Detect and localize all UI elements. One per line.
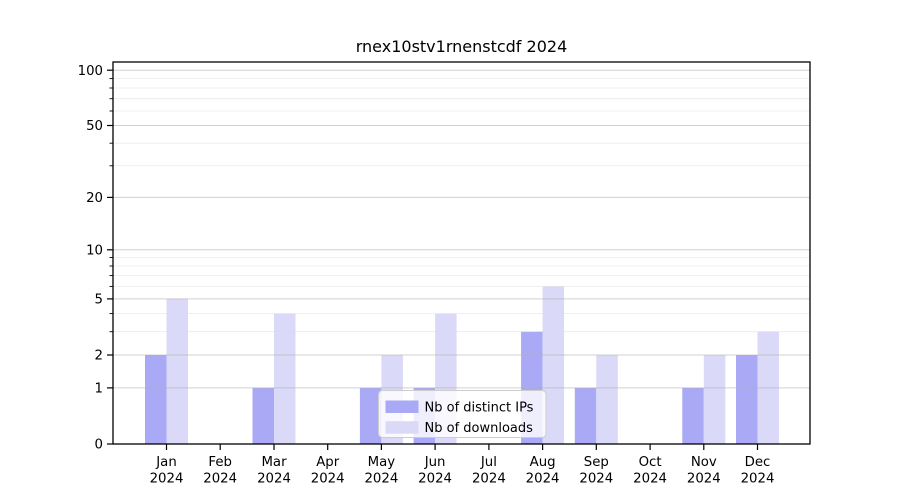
bar-downloads	[596, 355, 618, 444]
x-tick-label: Sep 2024	[579, 455, 613, 487]
legend-label: Nb of downloads	[425, 421, 534, 436]
y-tick-label: 0	[95, 438, 103, 453]
x-tick-label: Oct 2024	[633, 455, 667, 487]
x-tick-label: Jun 2024	[418, 455, 452, 487]
x-tick-label: May 2024	[364, 455, 398, 487]
y-tick-label: 20	[86, 191, 103, 206]
x-tick-label: Aug 2024	[526, 455, 560, 487]
bar-distinct-ips	[736, 355, 758, 444]
bar-distinct-ips	[145, 355, 167, 444]
bar-downloads	[274, 313, 296, 444]
legend-swatch-distinct-ips	[385, 400, 419, 413]
legend-label: Nb of distinct IPs	[425, 401, 534, 416]
x-tick-label: Nov 2024	[687, 455, 721, 487]
y-tick-label: 100	[78, 64, 103, 79]
bar-downloads	[542, 286, 565, 444]
x-tick-label: Feb 2024	[203, 455, 237, 487]
x-tick-label: Apr 2024	[311, 455, 345, 487]
chart-title: rnex10stv1rnenstcdf 2024	[355, 37, 568, 56]
bar-distinct-ips	[682, 387, 704, 444]
bar-distinct-ips	[359, 387, 382, 444]
y-tick-label: 5	[95, 293, 103, 308]
bar-distinct-ips	[252, 387, 274, 444]
x-tick-label: Dec 2024	[741, 455, 775, 487]
bar-downloads	[166, 298, 188, 444]
y-tick-label: 50	[86, 119, 103, 134]
bar-distinct-ips	[574, 387, 597, 444]
y-tick-label: 10	[86, 243, 103, 258]
y-tick-label: 1	[95, 382, 103, 397]
x-tick-label: Jul 2024	[472, 455, 506, 487]
y-tick-label: 2	[95, 349, 103, 364]
bar-downloads	[703, 355, 726, 444]
plot-frame	[112, 61, 811, 445]
x-tick-label: Jan 2024	[150, 455, 184, 487]
x-tick-label: Mar 2024	[257, 455, 291, 487]
legend-box	[378, 390, 547, 438]
legend-swatch-downloads	[385, 421, 419, 434]
